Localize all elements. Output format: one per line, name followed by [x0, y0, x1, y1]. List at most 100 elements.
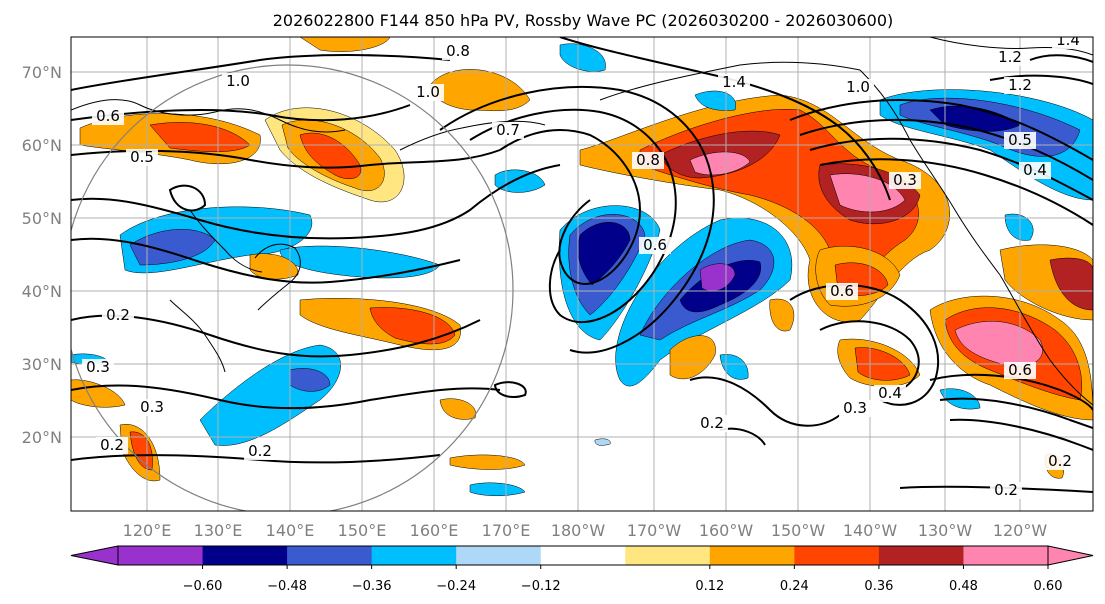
- contour-label: 0.4: [1023, 161, 1047, 179]
- colorbar-tick-label: 0.48: [949, 579, 978, 594]
- colorbar-tick-label: −0.36: [352, 579, 392, 594]
- x-tick-label: 130°E: [194, 521, 243, 540]
- contour-label: 0.3: [893, 171, 917, 189]
- colorbar-tick-label: 0.60: [1034, 579, 1063, 594]
- contour-label: 0.6: [96, 107, 120, 125]
- contour-label: 0.3: [843, 399, 867, 417]
- contour-label: 0.2: [248, 442, 272, 460]
- contour-label-bg: [696, 415, 728, 432]
- colorbar-segment: [963, 546, 1049, 565]
- colorbar-extend-right: [1047, 545, 1094, 566]
- contour-label: 0.6: [643, 236, 667, 254]
- anomaly-blob: [929, 244, 1093, 421]
- x-tick-label: 130°W: [918, 521, 973, 540]
- colorbar-frame: [117, 545, 1049, 566]
- y-tick-label: 40°N: [22, 282, 62, 301]
- colorbar-tick-label: 0.12: [695, 579, 724, 594]
- colorbar-tick-label: 0.24: [780, 579, 809, 594]
- contour-label: 1.4: [1056, 31, 1080, 49]
- colorbar-segment: [709, 546, 795, 565]
- contour-label: 0.7: [496, 121, 520, 139]
- contour-label: 0.2: [100, 436, 124, 454]
- colorbar-tick-label: −0.60: [183, 579, 223, 594]
- x-tick-label: 140°W: [843, 521, 898, 540]
- contour-label: 0.2: [994, 481, 1018, 499]
- anomaly-blob: [71, 37, 1064, 482]
- colorbar-extend-left: [70, 545, 119, 566]
- contour-label-bg: [632, 152, 664, 169]
- colorbar: −0.60 −0.48 −0.36 −0.24 −0.12 0.12 0.24 0.36 0.4…: [70, 545, 1094, 594]
- anomaly-blob: [199, 344, 341, 446]
- map-gridlines: [71, 37, 1093, 511]
- x-tick-label: 140°E: [266, 521, 315, 540]
- colorbar-tick-label: −0.24: [436, 579, 476, 594]
- x-tick-label: 180°W: [551, 521, 606, 540]
- map-panel: 0.8 1.0 1.0 0.6 0.5 0.7 0.8 1.4 1.0 1.2 1.2 1.4 0.5 0…: [70, 31, 1094, 512]
- colorbar-segment: [625, 546, 711, 565]
- contour-labels: 0.8 1.0 1.0 0.6 0.5 0.7 0.8 1.4 1.0 1.2 1.2 1.4 0.5 0…: [82, 31, 1084, 499]
- colorbar-segment: [456, 546, 542, 565]
- x-axis-ticks: 120°E 130°E 140°E 150°E 160°E 170°E 180°W 170°W…: [123, 521, 1048, 540]
- x-tick-label: 170°W: [627, 521, 682, 540]
- contour-label-bg: [136, 399, 168, 416]
- contour-label-bg: [990, 482, 1022, 499]
- contour-label-bg: [874, 385, 906, 402]
- anomaly-blob: [79, 113, 261, 165]
- contour-label: 0.2: [106, 306, 130, 324]
- contour-label: 1.0: [846, 78, 870, 96]
- contour-label-bg: [994, 49, 1026, 66]
- contour-label: 1.0: [416, 83, 440, 101]
- contour-label: 1.4: [722, 73, 746, 91]
- anomaly-blob: [119, 206, 441, 279]
- colorbar-tick-label: −0.12: [521, 579, 561, 594]
- contour-label: 0.5: [1008, 131, 1032, 149]
- colorbar-segment: [371, 546, 457, 565]
- colorbar-segment: [202, 546, 288, 565]
- contour-label-bg: [126, 149, 158, 166]
- contour-label-bg: [1052, 37, 1084, 49]
- contour-label-bg: [492, 122, 524, 139]
- x-tick-label: 150°W: [771, 521, 826, 540]
- contour-label: 0.6: [1008, 361, 1032, 379]
- x-tick-label: 150°E: [338, 521, 387, 540]
- contour-label: 0.3: [140, 398, 164, 416]
- contour-label-bg: [1004, 132, 1036, 149]
- contour-label: 1.2: [998, 48, 1022, 66]
- pv-anomaly-shading: [71, 37, 1093, 496]
- x-tick-label: 160°W: [699, 521, 754, 540]
- anomaly-blob: [615, 217, 793, 387]
- colorbar-segment: [118, 546, 204, 565]
- colorbar-segment: [540, 546, 626, 565]
- contour-label-bg: [889, 172, 921, 189]
- contour-label-bg: [244, 443, 276, 460]
- y-tick-label: 70°N: [22, 63, 62, 82]
- colorbar-segment: [794, 546, 880, 565]
- chart-title: 2026022800 F144 850 hPa PV, Rossby Wave …: [273, 11, 894, 30]
- colorbar-tick-label: 0.36: [864, 579, 893, 594]
- contour-label: 0.2: [700, 414, 724, 432]
- contour-label: 0.2: [1048, 452, 1072, 470]
- contour-label: 0.4: [878, 384, 902, 402]
- colorbar-segment: [287, 546, 373, 565]
- contour-label-bg: [839, 400, 871, 417]
- x-tick-label: 120°W: [993, 521, 1048, 540]
- contour-label-bg: [842, 79, 874, 96]
- colorbar-segment: [878, 546, 964, 565]
- contour-label-bg: [1019, 162, 1051, 179]
- contour-label: 0.5: [130, 148, 154, 166]
- map-frame: [70, 36, 1094, 512]
- y-tick-label: 60°N: [22, 136, 62, 155]
- contour-label-bg: [96, 437, 128, 454]
- contour-label-bg: [826, 283, 858, 300]
- contour-label-bg: [639, 237, 671, 254]
- y-tick-label: 30°N: [22, 355, 62, 374]
- contour-label: 1.2: [1008, 76, 1032, 94]
- contour-label: 0.8: [446, 42, 470, 60]
- contour-label-bg: [718, 74, 750, 91]
- contour-label-bg: [82, 359, 114, 376]
- contour-label-bg: [442, 43, 474, 60]
- x-tick-label: 120°E: [123, 521, 172, 540]
- contour-label: 0.3: [86, 358, 110, 376]
- contour-label: 1.0: [226, 72, 250, 90]
